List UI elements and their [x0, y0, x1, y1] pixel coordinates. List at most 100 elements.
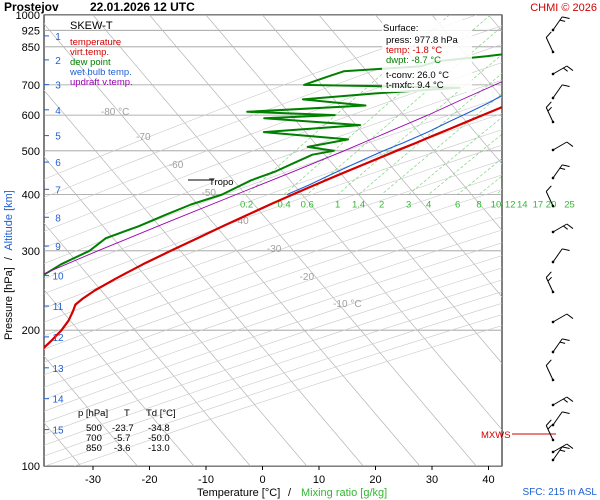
dry-adiabat — [44, 279, 502, 435]
table-row-700-td: -50.0 — [148, 433, 170, 444]
dry-adiabat — [44, 174, 502, 337]
pressure-tick-label: 700 — [22, 80, 40, 92]
legend-item-virt-temp: virt.temp. — [70, 47, 109, 58]
surface-temp: temp: -1.8 °C — [386, 45, 442, 56]
isotherm-label: -20 — [300, 272, 315, 283]
y-axis-title-altitude: Altitude [km] — [3, 190, 15, 251]
mixing-ratio-label: 12 — [505, 200, 516, 211]
isotherm-line — [92, 15, 477, 466]
table-row-500-t: -23.7 — [112, 423, 134, 434]
wind-barb — [551, 411, 570, 427]
x-tick-label: -10 — [198, 474, 214, 486]
wind-barb — [551, 223, 574, 234]
altitude-tick-label: 2 — [55, 56, 61, 67]
x-tick-label: -30 — [85, 474, 101, 486]
wind-barb — [551, 446, 570, 462]
series-updraft-v-temp — [44, 81, 502, 275]
dry-adiabat — [44, 242, 502, 400]
dry-adiabat — [44, 44, 502, 215]
mixing-ratio-line — [551, 15, 600, 195]
x-tick-label: 10 — [313, 474, 325, 486]
isotherm-label: -80 °C — [101, 107, 129, 118]
x-tick-label: 20 — [369, 474, 381, 486]
dry-adiabat — [44, 229, 502, 388]
altitude-tick-label: 7 — [55, 185, 61, 196]
wind-barb — [551, 16, 570, 32]
series-wet-bulb-temp — [286, 94, 502, 196]
altitude-tick-label: 4 — [55, 106, 61, 117]
altitude-tick-label: 10 — [52, 272, 64, 283]
wind-barb — [545, 271, 555, 294]
mixing-ratio-label: 10 — [491, 200, 502, 211]
wind-barb — [545, 101, 555, 124]
wind-barb — [551, 396, 574, 407]
dry-adiabat — [44, 202, 502, 363]
legend-title: SKEW-T — [70, 20, 113, 32]
y-axis-title-pressure: Pressure [hPa] — [3, 267, 15, 340]
wind-barb — [551, 65, 574, 76]
dry-adiabat — [44, 79, 502, 249]
table-row-500-p: 500 — [86, 423, 102, 434]
table-row-700-t: -5.7 — [114, 433, 130, 444]
mixing-ratio-label: 14 — [517, 200, 528, 211]
table-row-700-p: 700 — [86, 433, 102, 444]
dry-adiabat — [44, 255, 502, 412]
mixing-ratio-label: 2 — [379, 200, 384, 211]
wind-barb — [551, 338, 570, 354]
wind-barbs — [545, 16, 574, 462]
wind-barb — [545, 419, 555, 442]
mixing-ratio-label: 0.4 — [277, 200, 290, 211]
pressure-tick-label: 500 — [22, 146, 40, 158]
wind-barb — [545, 31, 555, 54]
pressure-tick-label: 1000 — [16, 10, 40, 22]
legend: SKEW-T temperature virt.temp. dew point … — [69, 20, 133, 88]
grid-labels: -80 °C -70 -60 -50 -40 -30 -20 -10 °C 0.2 0.4 0.6 1… — [101, 107, 575, 310]
dry-adiabat — [44, 267, 502, 423]
mixing-ratio-label: 1 — [335, 200, 340, 211]
series-layer — [44, 53, 502, 350]
dry-adiabat — [44, 159, 502, 323]
table-row-850-p: 850 — [86, 443, 102, 454]
pressure-tick-label: 200 — [22, 325, 40, 337]
wind-barb — [545, 359, 555, 382]
legend-item-dew-point: dew point — [70, 57, 111, 68]
y-axis-title: Pressure [hPa] / Altitude [km] — [3, 190, 15, 340]
mxws-label: MXWS — [481, 430, 511, 441]
isotherm-line — [44, 222, 251, 466]
dry-adiabat — [44, 62, 502, 232]
altitude-tick-label: 11 — [53, 302, 64, 313]
dry-adiabat — [44, 113, 502, 280]
mixing-ratio-line — [570, 15, 600, 195]
mixing-ratio-label: 8 — [476, 200, 481, 211]
altitude-tick-label: 8 — [55, 213, 61, 224]
surface-elevation: SFC: 215 m ASL — [523, 487, 598, 498]
mixing-ratio-label: 1.4 — [352, 200, 365, 211]
isotherm-line — [262, 15, 502, 298]
isotherm-label: -40 — [234, 216, 249, 227]
mixing-ratio-line — [522, 15, 600, 195]
mixing-ratio-label: 17 — [533, 200, 544, 211]
wind-barb — [551, 141, 574, 152]
isotherm-label: -10 °C — [333, 299, 361, 310]
altitude-tick-label: 13 — [52, 364, 64, 375]
legend-item-wet-bulb: wet bulb temp. — [69, 67, 132, 78]
x-axis-title-mix: Mixing ratio [g/kg] — [301, 487, 387, 499]
x-axis-title: Temperature [°C] / Mixing ratio [g/kg] — [197, 487, 387, 499]
pressure-tick-label: 100 — [22, 461, 40, 473]
altitude-tick-label: 14 — [52, 395, 64, 406]
wind-barb — [545, 185, 555, 208]
mixing-ratio-line — [428, 133, 502, 195]
wind-barb — [551, 248, 570, 264]
isotherm-label: -70 — [136, 132, 151, 143]
x-axis-title-sep: / — [288, 487, 292, 499]
isotherm-label: -50 — [202, 188, 217, 199]
isotherm-label: -30 — [267, 244, 282, 255]
pressure-tick-label: 300 — [22, 246, 40, 258]
altitude-tick-label: 9 — [55, 242, 61, 253]
x-tick-label: -20 — [142, 474, 158, 486]
pressure-tick-label: 600 — [22, 110, 40, 122]
pressure-tick-label: 925 — [22, 25, 40, 37]
altitude-tick-label: 3 — [55, 81, 61, 92]
datetime: 22.01.2026 12 UTC — [90, 0, 195, 14]
